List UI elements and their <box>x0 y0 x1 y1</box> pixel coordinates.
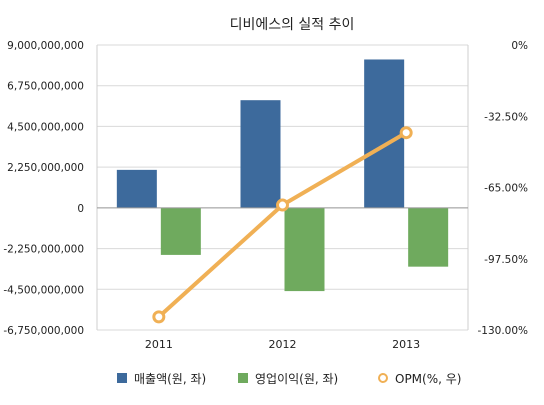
bars <box>116 59 449 292</box>
legend-marker <box>378 373 388 383</box>
legend-label: 매출액(원, 좌) <box>134 372 206 386</box>
left-tick-label: 4,500,000,000 <box>7 121 84 133</box>
left-tick-label: 2,250,000,000 <box>7 162 84 174</box>
opm-point <box>276 198 289 212</box>
left-tick-label: 6,750,000,000 <box>7 81 84 93</box>
legend-swatch <box>117 373 127 383</box>
revenue-bar <box>240 100 281 208</box>
legend: 매출액(원, 좌) 영업이익(원, 좌) OPM(%, 우) <box>117 372 461 386</box>
opm-point <box>399 126 413 140</box>
right-tick-label: -97.50% <box>484 254 528 266</box>
legend-label: OPM(%, 우) <box>395 372 461 386</box>
revenue-bar <box>116 169 157 208</box>
x-axis: 2011 2012 2013 <box>145 338 420 351</box>
legend-swatch <box>238 373 248 383</box>
opm-line <box>152 126 413 324</box>
x-tick-label: 2013 <box>392 338 420 351</box>
left-tick-label: 9,000,000,000 <box>7 40 84 52</box>
left-tick-label: -6,750,000,000 <box>3 325 84 337</box>
revenue-bar <box>364 59 405 208</box>
right-tick-label: -32.50% <box>484 111 528 123</box>
right-tick-label: 0% <box>511 40 528 52</box>
left-tick-label: -2,250,000,000 <box>3 244 84 256</box>
x-tick-label: 2012 <box>269 338 297 351</box>
operating-profit-bar <box>408 207 449 267</box>
operating-profit-bar <box>284 207 325 292</box>
right-tick-label: -65.00% <box>484 183 528 195</box>
chart-title: 디비에스의 실적 추이 <box>230 17 355 33</box>
right-tick-label: -130.00% <box>477 325 528 337</box>
left-tick-label: -4,500,000,000 <box>3 284 84 296</box>
operating-profit-bar <box>160 207 201 255</box>
left-tick-label: 0 <box>77 203 84 215</box>
right-axis: 0% -32.50% -65.00% -97.50% -130.00% <box>477 40 528 337</box>
left-axis: 9,000,000,000 6,750,000,000 4,500,000,000 2… <box>3 40 84 337</box>
opm-point <box>152 310 166 324</box>
x-tick-label: 2011 <box>145 338 173 351</box>
legend-label: 영업이익(원, 좌) <box>255 372 338 386</box>
